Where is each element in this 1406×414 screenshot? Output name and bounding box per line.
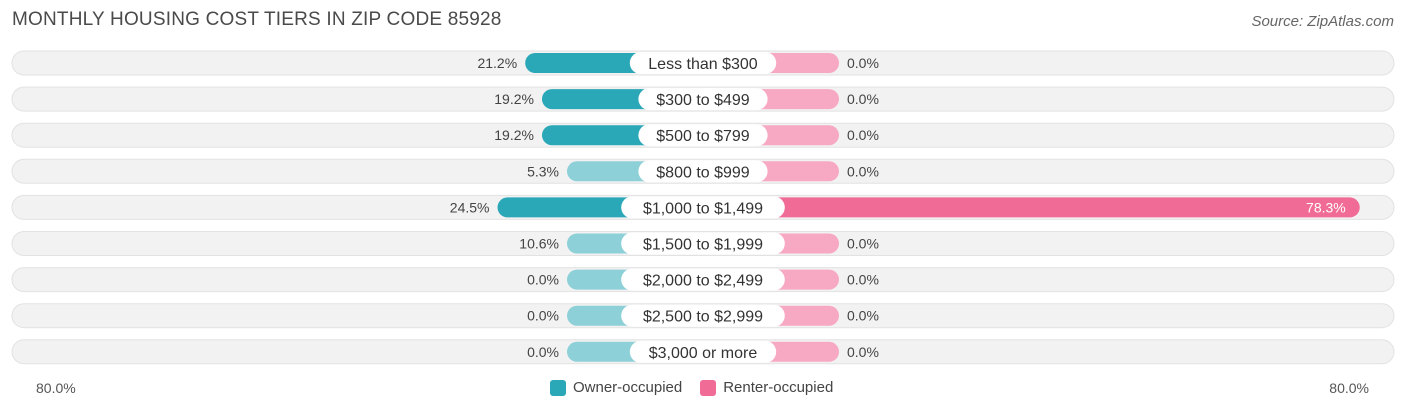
renter-value-label: 0.0%	[847, 91, 879, 107]
renter-value-label: 0.0%	[847, 272, 879, 288]
owner-value-label: 0.0%	[527, 344, 559, 360]
axis-left-label: 80.0%	[36, 380, 76, 396]
owner-value-label: 10.6%	[519, 236, 559, 252]
owner-value-label: 19.2%	[494, 127, 534, 143]
owner-value-label: 0.0%	[527, 308, 559, 324]
category-label: $500 to $799	[656, 128, 750, 145]
category-pill	[629, 340, 777, 363]
legend-label-renter: Renter-occupied	[723, 379, 834, 396]
category-pill	[638, 160, 768, 183]
renter-value-label: 0.0%	[847, 127, 879, 143]
axis-right-label: 80.0%	[1329, 380, 1369, 396]
category-pill	[621, 268, 785, 291]
legend-label-owner: Owner-occupied	[573, 379, 683, 396]
source-note: Source: ZipAtlas.com	[1251, 13, 1394, 30]
category-label: $1,000 to $1,499	[643, 200, 763, 217]
renter-value-label: 0.0%	[847, 163, 879, 179]
legend-item-owner: Owner-occupied	[550, 379, 682, 396]
category-label: $1,500 to $1,999	[643, 237, 763, 254]
category-pill	[621, 304, 785, 327]
chart-svg: 21.2% 0.0% Less than $300 19.2% 0.0% $300 to …	[11, 50, 1395, 365]
legend: Owner-occupied Renter-occupied	[550, 379, 851, 396]
category-pill	[638, 124, 768, 147]
owner-value-label: 19.2%	[494, 91, 534, 107]
category-label: $2,500 to $2,999	[643, 309, 763, 326]
category-pill	[621, 232, 785, 255]
category-label: $2,000 to $2,499	[643, 273, 763, 290]
owner-value-label: 21.2%	[477, 55, 517, 71]
owner-value-label: 24.5%	[450, 199, 490, 215]
category-label: $800 to $999	[656, 164, 750, 181]
owner-value-label: 0.0%	[527, 272, 559, 288]
category-label: Less than $300	[648, 56, 758, 73]
owner-value-label: 5.3%	[527, 163, 559, 179]
category-pill	[629, 52, 777, 74]
category-pill	[638, 88, 768, 111]
legend-swatch-owner	[550, 379, 566, 396]
renter-value-label: 78.3%	[1306, 199, 1346, 215]
renter-value-label: 0.0%	[847, 308, 879, 324]
legend-swatch-renter	[700, 379, 717, 396]
renter-value-label: 0.0%	[847, 55, 879, 71]
renter-value-label: 0.0%	[847, 344, 879, 360]
legend-item-renter: Renter-occupied	[700, 379, 833, 396]
chart-title: MONTHLY HOUSING COST TIERS IN ZIP CODE 8…	[12, 9, 502, 30]
renter-bar	[703, 197, 1360, 218]
category-label: $3,000 or more	[649, 345, 758, 362]
category-label: $300 to $499	[656, 92, 750, 109]
renter-value-label: 0.0%	[847, 236, 879, 252]
category-pill	[621, 196, 785, 219]
